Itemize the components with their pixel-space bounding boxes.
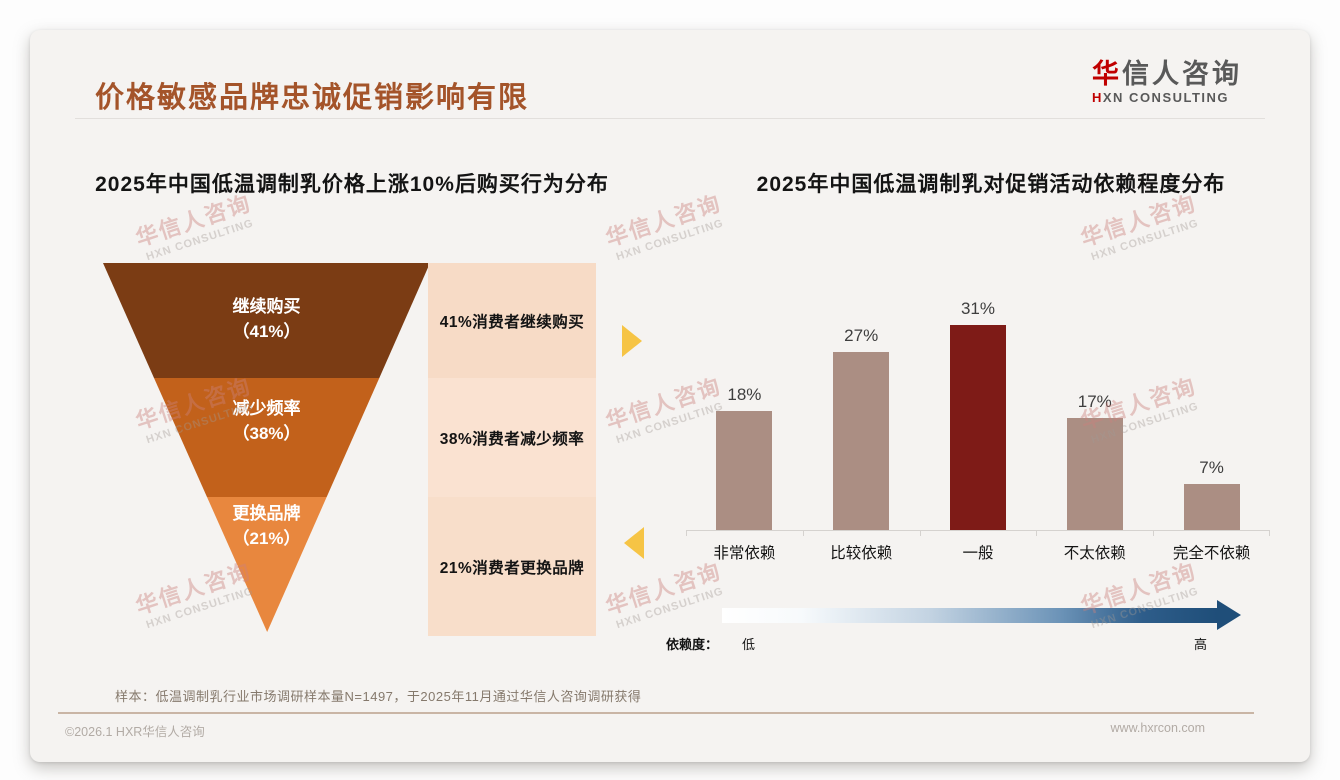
bar-value-label: 27% <box>844 326 879 345</box>
annotation-reduce: 38%消费者减少频率 <box>428 378 596 497</box>
x-axis-tick <box>803 531 804 536</box>
funnel-stage-name: 减少频率 <box>232 399 301 418</box>
dependence-legend-label: 依赖度： <box>666 637 719 652</box>
logo-chinese: 华信人咨询 <box>1092 58 1242 90</box>
sample-note: 样本：低温调制乳行业市场调研样本量N=1497，于2025年11月通过华信人咨询… <box>115 689 642 704</box>
bar-category-label: 非常依赖 <box>713 545 776 562</box>
funnel-stage-pct: （41%） <box>232 322 301 341</box>
x-axis-tick <box>686 531 687 536</box>
bar-value-label: 18% <box>727 385 762 404</box>
bar-category-label: 完全不依赖 <box>1172 545 1251 562</box>
copyright-text: ©2026.1 HXR华信人咨询 <box>65 725 205 739</box>
funnel-stage-name: 更换品牌 <box>232 504 301 523</box>
logo-en-rest: XN CONSULTING <box>1102 90 1230 105</box>
funnel-label-switch: 更换品牌 （21%） <box>103 501 430 551</box>
footer-divider <box>58 712 1254 714</box>
slide-card: 价格敏感品牌忠诚促销影响有限 华信人咨询 HXN CONSULTING 2025… <box>30 30 1310 762</box>
x-axis-tick <box>1153 531 1154 536</box>
pointer-left-icon <box>624 527 644 559</box>
bar-chart-title: 2025年中国低温调制乳对促销活动依赖程度分布 <box>756 173 1226 196</box>
funnel-stage-pct: （21%） <box>232 529 301 548</box>
x-axis-tick <box>920 531 921 536</box>
annotation-switch: 21%消费者更换品牌 <box>428 497 596 636</box>
funnel-segment-continue <box>103 263 430 378</box>
page-title: 价格敏感品牌忠诚促销影响有限 <box>95 82 530 114</box>
logo-english: HXN CONSULTING <box>1092 90 1242 106</box>
funnel-annotation-panel: 41%消费者继续购买 38%消费者减少频率 21%消费者更换品牌 <box>428 263 596 636</box>
bar-比较依赖 <box>833 352 890 530</box>
bar-category-label: 不太依赖 <box>1063 545 1126 562</box>
funnel-chart-title: 2025年中国低温调制乳价格上涨10%后购买行为分布 <box>95 173 609 196</box>
bar-value-label: 31% <box>960 299 995 318</box>
dependence-low-label: 低 <box>742 637 756 652</box>
bar-一般 <box>949 325 1006 530</box>
logo-zh-accent: 华 <box>1092 59 1122 89</box>
title-divider <box>75 118 1265 119</box>
bar-完全不依赖 <box>1183 484 1240 530</box>
logo-en-accent: H <box>1092 90 1103 105</box>
funnel-label-reduce: 减少频率 （38%） <box>103 396 430 446</box>
arrow-head-icon <box>1217 600 1241 630</box>
bar-slot: 18% 非常依赖 <box>686 291 803 562</box>
dependence-high-label: 高 <box>1194 637 1208 652</box>
x-axis-tick <box>1036 531 1037 536</box>
x-axis-line <box>686 530 1270 531</box>
bar-value-label: 7% <box>1199 458 1224 477</box>
company-logo: 华信人咨询 HXN CONSULTING <box>1092 58 1242 106</box>
funnel-stage-name: 继续购买 <box>232 297 301 316</box>
bar-category-label: 比较依赖 <box>830 545 893 562</box>
x-axis-tick <box>1269 531 1270 536</box>
bar-value-label: 17% <box>1077 392 1112 411</box>
bar-slot: 7% 完全不依赖 <box>1153 291 1270 562</box>
funnel-stage-pct: （38%） <box>232 424 301 443</box>
bar-chart-plot: 18% 非常依赖 27% 比较依赖 31% 一般 17% 不太依赖 7% 完全不依赖 <box>686 291 1270 562</box>
annotation-continue: 41%消费者继续购买 <box>428 263 596 378</box>
website-text: www.hxrcon.com <box>1110 721 1205 735</box>
bar-非常依赖 <box>716 411 773 530</box>
logo-zh-rest: 信人咨询 <box>1122 59 1242 89</box>
bar-slot: 17% 不太依赖 <box>1036 291 1153 562</box>
funnel-label-continue: 继续购买 （41%） <box>103 294 430 344</box>
bar-slot: 31% 一般 <box>920 291 1037 562</box>
pointer-right-icon <box>622 325 642 357</box>
dependence-gradient-arrow <box>722 608 1217 623</box>
bar-slot: 27% 比较依赖 <box>803 291 920 562</box>
bar-category-label: 一般 <box>962 545 994 562</box>
bar-不太依赖 <box>1066 418 1123 530</box>
